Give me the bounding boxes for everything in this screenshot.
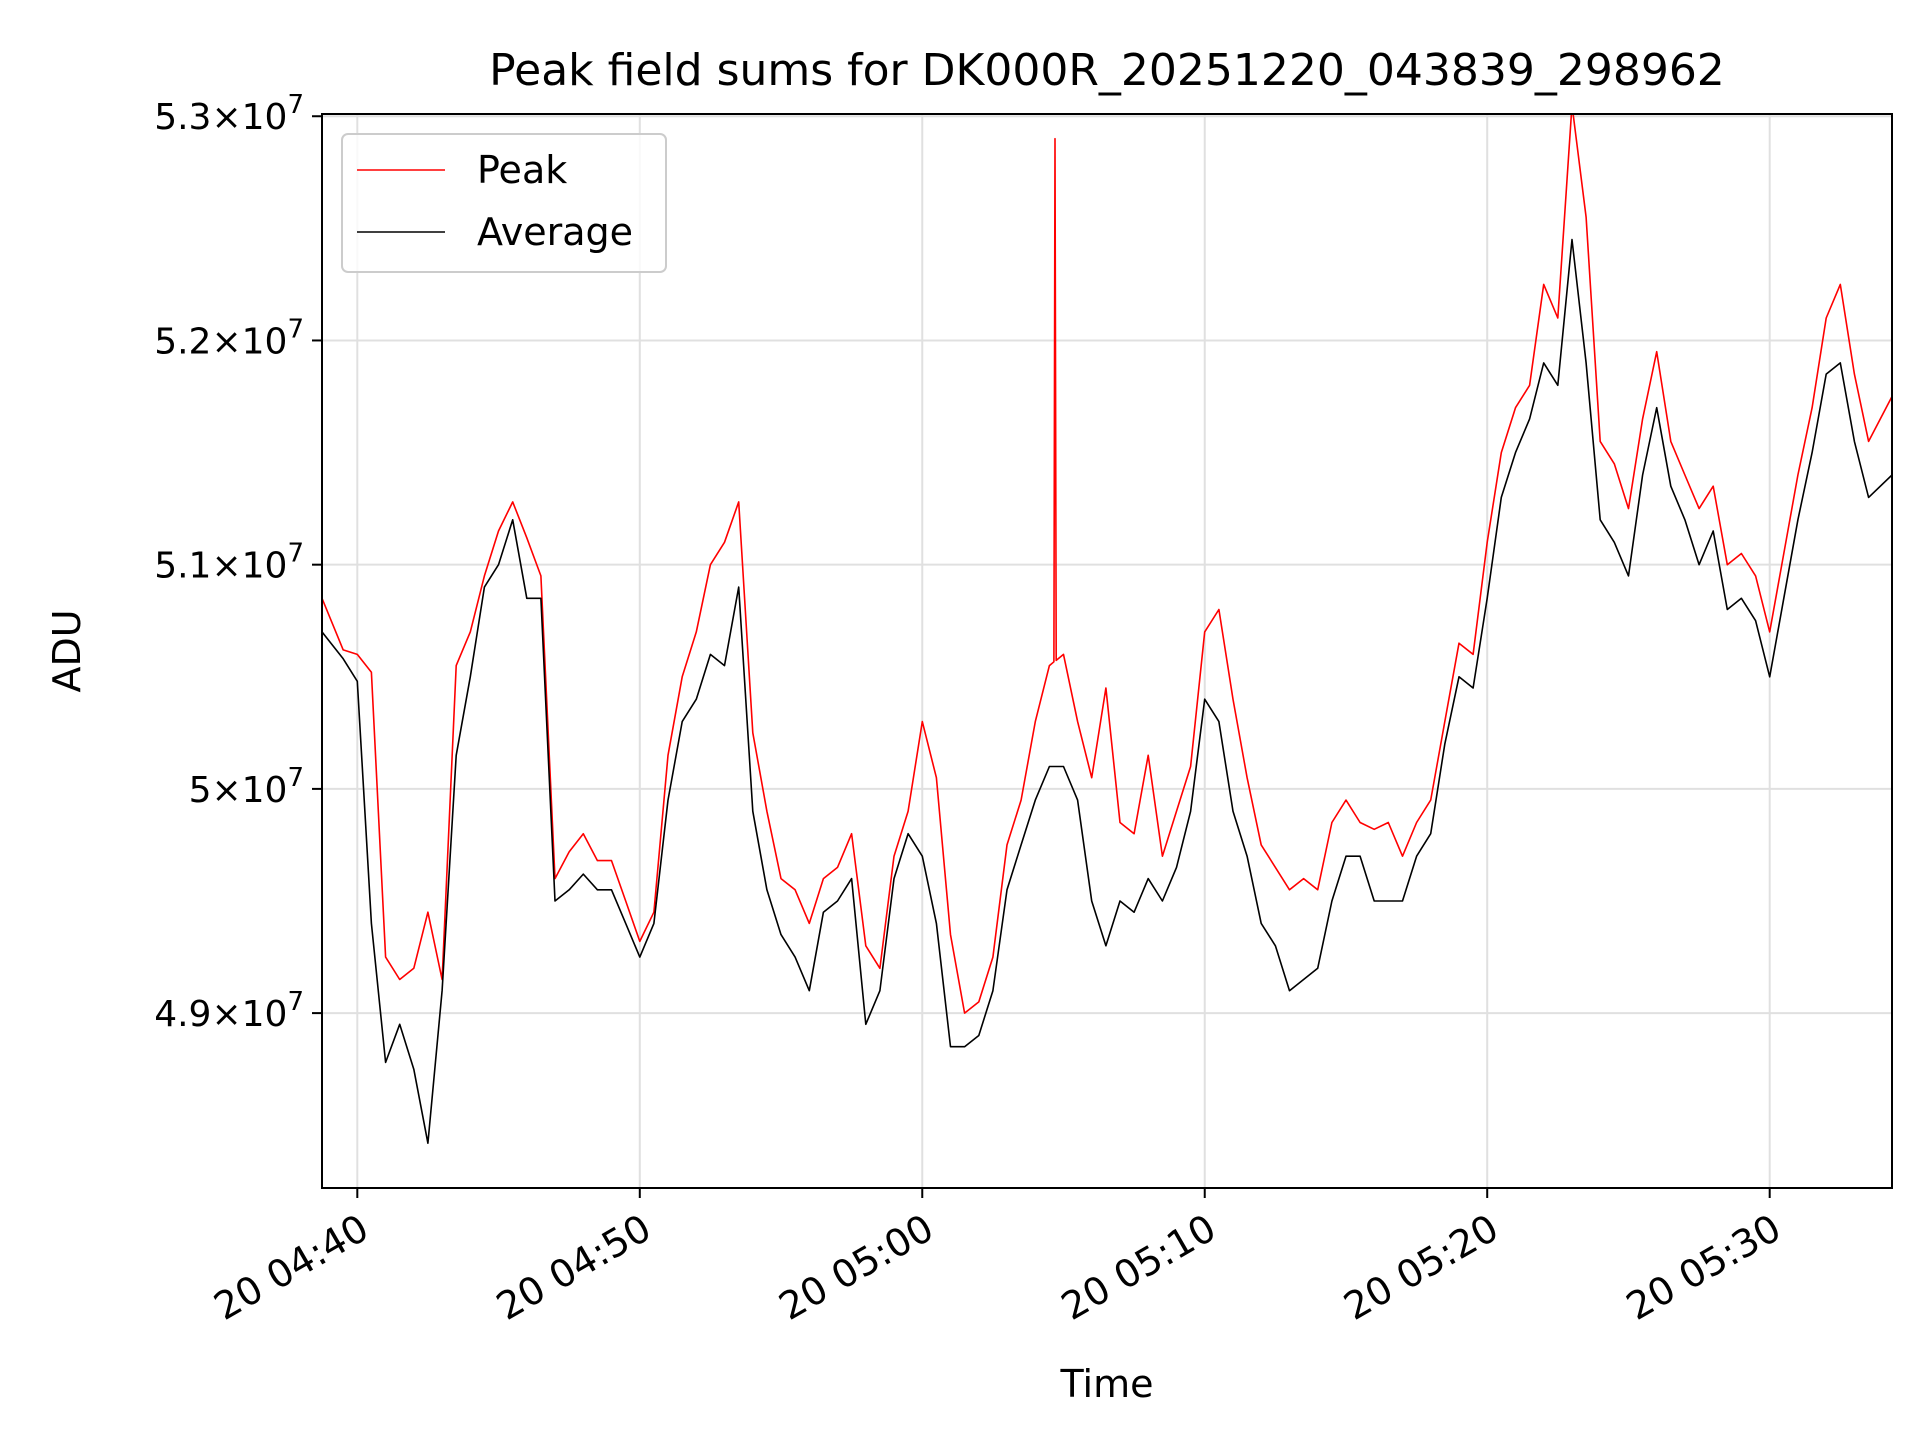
y-tick-label: 5.2×107 — [154, 314, 304, 362]
y-tick-exponent: 7 — [287, 539, 304, 569]
y-tick-exponent: 7 — [287, 90, 304, 120]
legend-peak-label: Peak — [477, 148, 567, 192]
series-line-average — [322, 238, 1892, 1144]
legend: Peak Average — [341, 133, 667, 273]
legend-box — [341, 133, 667, 273]
y-axis-label: ADU — [45, 609, 89, 692]
y-tick-mantissa: 5.2 — [154, 321, 211, 362]
x-axis-label: Time — [1060, 1362, 1154, 1406]
y-tick-label: 5.1×107 — [154, 539, 304, 587]
legend-average-label: Average — [477, 210, 633, 254]
chart-title: Peak field sums for DK000R_20251220_0438… — [489, 45, 1725, 96]
y-tick-mantissa: 5.3 — [154, 97, 211, 138]
y-tick-exponent: 7 — [287, 987, 304, 1017]
y-tick-exponent: 7 — [287, 314, 304, 344]
y-tick-mantissa: 4.9 — [154, 994, 211, 1035]
y-tick-base: ×10 — [211, 97, 287, 138]
y-tick-base: ×10 — [211, 994, 287, 1035]
grid — [322, 114, 1892, 1188]
y-tick-base: ×10 — [211, 321, 287, 362]
y-tick-base: ×10 — [211, 546, 287, 587]
plot-frame — [321, 113, 1893, 1189]
y-tick-label: 5×107 — [189, 763, 304, 811]
y-tick-label: 4.9×107 — [154, 987, 304, 1035]
y-tick-exponent: 7 — [287, 763, 304, 793]
series-line-peak — [322, 114, 1892, 1014]
y-tick-mantissa: 5.1 — [154, 546, 211, 587]
series-lines — [322, 114, 1892, 1144]
y-tick-base: ×10 — [211, 770, 287, 811]
y-tick-label: 5.3×107 — [154, 90, 304, 138]
y-tick-mantissa: 5 — [189, 770, 212, 811]
